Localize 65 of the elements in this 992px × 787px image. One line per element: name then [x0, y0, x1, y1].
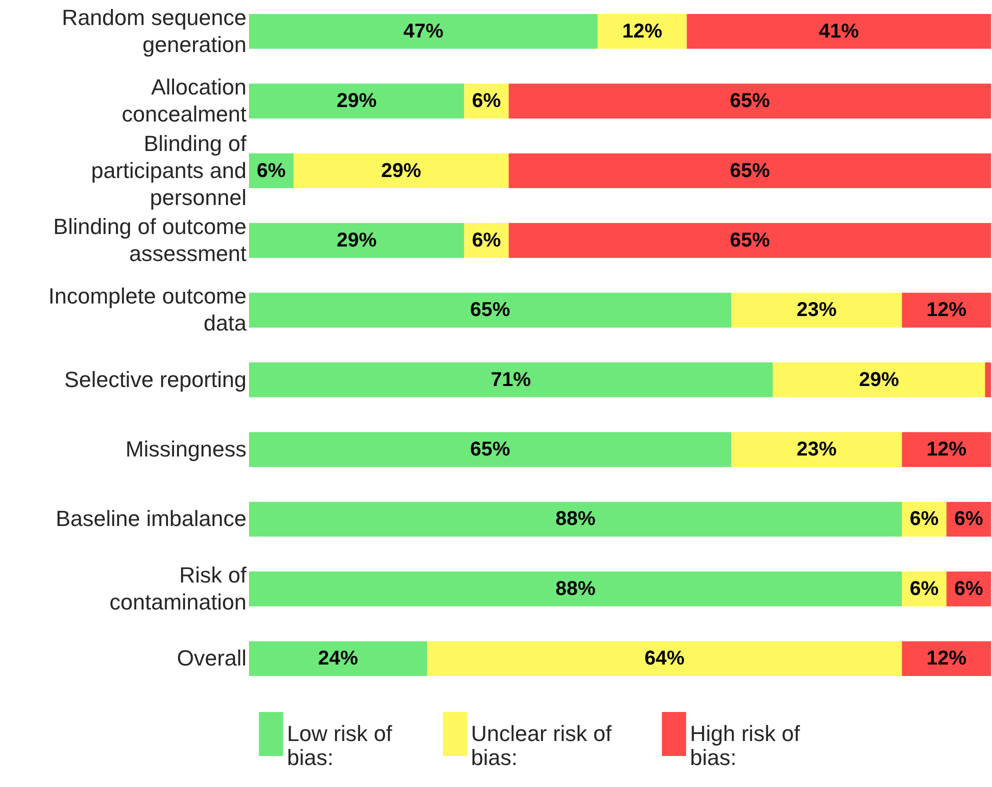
data-label: 6% — [954, 578, 984, 600]
data-label: 47% — [403, 20, 444, 42]
data-label: 6% — [910, 508, 939, 530]
data-label: 29% — [381, 160, 422, 182]
bar — [902, 292, 991, 328]
data-label: 41% — [818, 20, 860, 42]
bar — [772, 362, 986, 398]
bar — [249, 223, 464, 258]
data-label: 65% — [730, 160, 770, 182]
data-label: 23% — [796, 299, 837, 322]
data-label: 64% — [644, 648, 685, 670]
bar — [686, 14, 991, 49]
bar — [731, 292, 902, 328]
data-label: 65% — [470, 299, 510, 322]
y-tick-label: Blinding of outcome assessment — [53, 214, 246, 266]
bar — [427, 641, 902, 676]
legend-label: Low risk of bias: — [287, 721, 394, 770]
bar — [508, 84, 991, 118]
bar — [249, 502, 902, 537]
data-label: 12% — [622, 20, 662, 42]
bar — [902, 432, 991, 467]
legend-label: High risk of bias: — [690, 721, 801, 770]
bar — [249, 292, 732, 328]
bar — [508, 153, 991, 188]
data-label: 65% — [470, 438, 510, 461]
data-label: 12% — [926, 648, 967, 670]
bar — [249, 572, 902, 606]
data-label: 23% — [796, 438, 837, 461]
data-label: 6% — [954, 508, 984, 530]
data-label: 88% — [555, 508, 596, 530]
y-tick-label: Risk of contamination — [110, 562, 248, 614]
data-label: 29% — [336, 90, 377, 112]
bar — [508, 223, 991, 258]
y-tick-label: Missingness — [125, 436, 246, 462]
data-label: 6% — [256, 160, 286, 182]
data-label: 71% — [490, 368, 532, 391]
y-tick-label: Incomplete outcome data — [48, 284, 248, 336]
bar — [294, 153, 509, 188]
y-tick-label: Blinding of participants and personnel — [91, 130, 248, 210]
bar — [249, 14, 598, 49]
bar — [249, 641, 428, 676]
data-label: 12% — [926, 299, 967, 322]
data-label: 24% — [318, 648, 358, 670]
y-tick-label: Baseline imbalance — [56, 506, 246, 532]
bar — [985, 362, 991, 398]
bar — [249, 84, 464, 118]
data-label: 29% — [336, 229, 377, 252]
bar — [249, 432, 732, 467]
bar — [598, 14, 687, 49]
data-label: 65% — [730, 90, 770, 112]
bar — [902, 641, 991, 676]
data-label: 29% — [858, 368, 900, 391]
y-tick-label: Random sequence generation — [62, 4, 246, 57]
data-label: 6% — [472, 90, 502, 112]
legend-label: Unclear risk of bias: — [471, 721, 612, 770]
data-label: 6% — [472, 229, 502, 252]
data-label: 6% — [910, 578, 939, 600]
y-tick-label: Allocation concealment — [122, 74, 246, 127]
y-tick-label: Selective reporting — [64, 366, 246, 392]
data-label: 12% — [926, 438, 967, 461]
y-tick-label: Overall — [176, 646, 246, 671]
bar — [731, 432, 902, 467]
data-label: 65% — [730, 229, 770, 252]
data-label: 88% — [555, 578, 596, 600]
bar — [249, 362, 773, 398]
